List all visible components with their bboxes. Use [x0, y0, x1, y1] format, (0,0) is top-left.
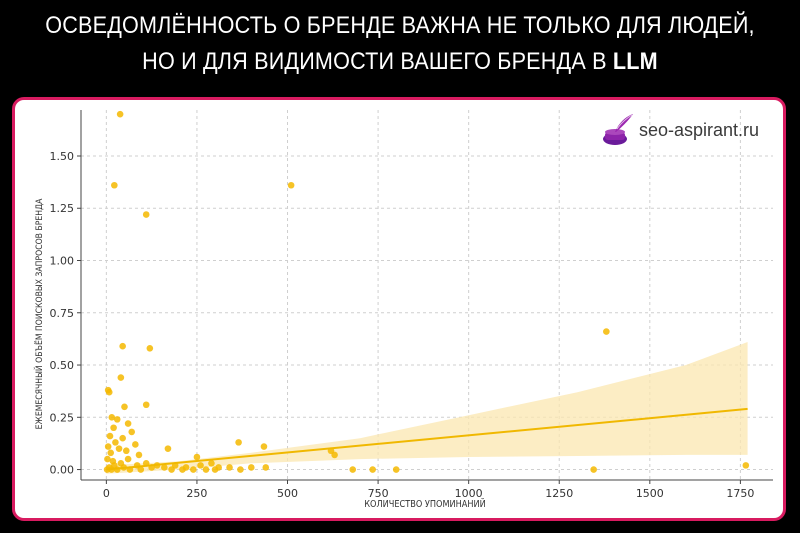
- data-point: [208, 459, 215, 467]
- data-point: [142, 401, 150, 409]
- points-layer: [103, 110, 750, 473]
- data-point: [168, 466, 175, 473]
- data-point: [112, 439, 119, 446]
- data-point: [119, 342, 126, 350]
- headline-line-2-text: НО И ДЛЯ ВИДИМОСТИ ВАШЕГО БРЕНДА В: [142, 48, 613, 75]
- headline-line-1: ОСВЕДОМЛЁННОСТЬ О БРЕНДЕ ВАЖНА НЕ ТОЛЬКО…: [45, 12, 755, 39]
- data-point: [349, 466, 357, 473]
- y-tick-label: 0.00: [50, 464, 75, 477]
- data-point: [124, 455, 132, 463]
- data-point: [117, 374, 125, 381]
- data-point: [124, 420, 132, 427]
- data-point: [137, 466, 145, 473]
- x-tick-label: 1250: [545, 487, 573, 500]
- data-point: [119, 434, 126, 442]
- data-point: [590, 466, 597, 473]
- data-point: [142, 211, 150, 218]
- data-point: [287, 181, 295, 189]
- data-point: [247, 464, 255, 471]
- brand-logo[interactable]: seo-aspirant.ru: [599, 112, 759, 148]
- data-point: [111, 181, 118, 189]
- data-point: [107, 449, 115, 457]
- data-point: [202, 466, 210, 473]
- data-point: [128, 428, 136, 436]
- data-point: [179, 466, 186, 473]
- scatter-chart: 0 250 500 750 1000 1250 1500 1750 0.00 0.25 0.50 0.…: [32, 110, 773, 510]
- data-point: [122, 447, 130, 455]
- data-point: [237, 466, 244, 473]
- data-point: [106, 432, 114, 440]
- x-tick-label: 1000: [455, 487, 483, 500]
- chart-card: 0 250 500 750 1000 1250 1500 1750 0.00 0.25 0.50 0.…: [12, 97, 786, 521]
- x-tick-label: 1750: [726, 487, 754, 500]
- data-point: [193, 453, 201, 461]
- x-tick-label: 250: [186, 487, 207, 500]
- x-tick-label: 0: [103, 487, 110, 500]
- y-axis-label: ЕЖЕМЕСЯЧНЫЙ ОБЪЁМ ПОИСКОВЫХ ЗАПРОСОВ БРЕ…: [32, 198, 44, 429]
- data-point: [104, 455, 111, 463]
- data-point: [110, 424, 117, 432]
- y-tick-label: 1.00: [50, 255, 75, 268]
- y-tick-label: 0.75: [50, 307, 75, 320]
- data-point: [603, 328, 610, 335]
- data-point: [190, 466, 197, 473]
- y-tick-label: 0.50: [50, 359, 75, 372]
- data-point: [226, 464, 233, 471]
- data-point: [235, 439, 242, 446]
- y-tick-label: 1.50: [50, 150, 75, 163]
- x-tick-label: 500: [277, 487, 298, 500]
- data-point: [164, 445, 172, 452]
- data-point: [104, 443, 112, 450]
- logo-text: seo-aspirant.ru: [638, 119, 759, 140]
- confidence-band: [106, 342, 748, 474]
- confidence-band-layer: [106, 342, 748, 474]
- data-point: [260, 443, 268, 450]
- data-point: [262, 464, 270, 471]
- data-point: [742, 462, 750, 469]
- data-point: [108, 413, 116, 421]
- data-point: [161, 464, 168, 471]
- data-point: [132, 441, 139, 448]
- data-point: [116, 110, 124, 118]
- data-point: [113, 416, 121, 423]
- data-point: [197, 462, 204, 469]
- y-tick-label: 1.25: [50, 202, 75, 215]
- data-point: [135, 451, 143, 459]
- data-point: [211, 466, 219, 473]
- data-point: [392, 466, 400, 473]
- x-axis-label: КОЛИЧЕСТВО УПОМИНАНИЙ: [364, 497, 486, 510]
- data-point: [146, 345, 154, 352]
- data-point: [369, 466, 376, 473]
- headline-accent: LLM: [612, 48, 658, 75]
- axes-layer: [77, 110, 773, 484]
- data-point: [105, 388, 113, 396]
- headline: ОСВЕДОМЛЁННОСТЬ О БРЕНДЕ ВАЖНА НЕ ТОЛЬКО…: [40, 8, 760, 80]
- tick-labels: 0 250 500 750 1000 1250 1500 1750 0.00 0.25 0.50 0.…: [50, 150, 755, 500]
- data-point: [115, 445, 123, 452]
- trend-line-layer: [106, 407, 748, 471]
- y-tick-label: 0.25: [50, 411, 75, 424]
- headline-line-2: НО И ДЛЯ ВИДИМОСТИ ВАШЕГО БРЕНДА В LLM: [40, 44, 760, 80]
- inkwell-quill-icon: [602, 114, 633, 145]
- data-point: [121, 403, 128, 411]
- x-tick-label: 750: [368, 487, 389, 500]
- trend-line: [106, 407, 748, 471]
- x-tick-label: 1500: [636, 487, 664, 500]
